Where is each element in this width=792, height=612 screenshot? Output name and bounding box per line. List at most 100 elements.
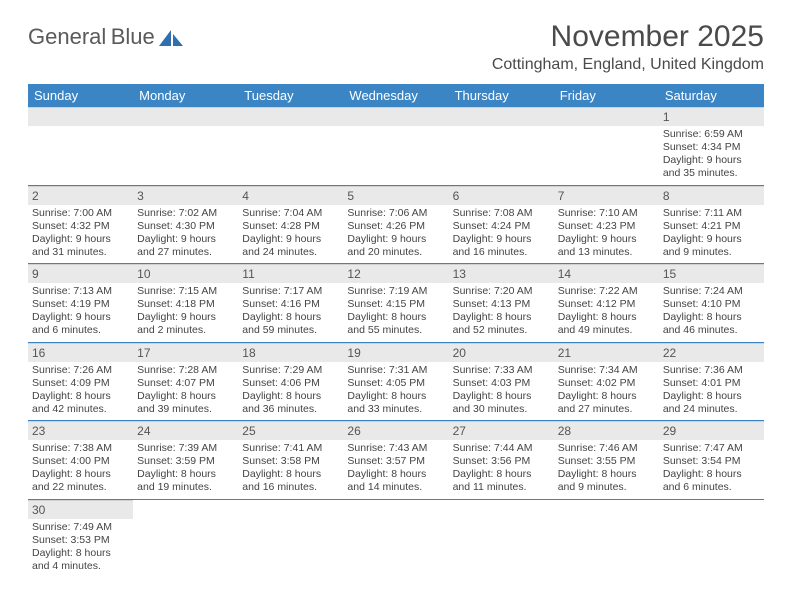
calendar-cell: 17Sunrise: 7:28 AMSunset: 4:07 PMDayligh… xyxy=(133,342,238,421)
sunrise-line: Sunrise: 7:38 AM xyxy=(32,442,129,455)
cell-body: Sunrise: 7:11 AMSunset: 4:21 PMDaylight:… xyxy=(659,205,764,264)
sunset-line: Sunset: 4:26 PM xyxy=(347,220,444,233)
sunrise-line: Sunrise: 7:15 AM xyxy=(137,285,234,298)
cell-body: Sunrise: 7:00 AMSunset: 4:32 PMDaylight:… xyxy=(28,205,133,264)
day-number: 6 xyxy=(449,186,554,205)
daynum-bar xyxy=(343,107,448,126)
calendar-cell: 14Sunrise: 7:22 AMSunset: 4:12 PMDayligh… xyxy=(554,264,659,343)
day-header: Tuesday xyxy=(238,84,343,107)
calendar-cell xyxy=(238,107,343,185)
calendar-cell: 22Sunrise: 7:36 AMSunset: 4:01 PMDayligh… xyxy=(659,342,764,421)
daylight-line: Daylight: 8 hours and 22 minutes. xyxy=(32,468,129,494)
daynum-bar xyxy=(554,107,659,126)
sunset-line: Sunset: 4:02 PM xyxy=(558,377,655,390)
sunset-line: Sunset: 4:30 PM xyxy=(137,220,234,233)
sunset-line: Sunset: 4:24 PM xyxy=(453,220,550,233)
calendar-cell xyxy=(554,107,659,185)
sunrise-line: Sunrise: 7:36 AM xyxy=(663,364,760,377)
cell-body xyxy=(133,126,238,174)
daynum-bar xyxy=(28,107,133,126)
sunrise-line: Sunrise: 7:04 AM xyxy=(242,207,339,220)
cell-body: Sunrise: 7:44 AMSunset: 3:56 PMDaylight:… xyxy=(449,440,554,499)
sunrise-line: Sunrise: 7:17 AM xyxy=(242,285,339,298)
sunrise-line: Sunrise: 7:24 AM xyxy=(663,285,760,298)
sunset-line: Sunset: 4:05 PM xyxy=(347,377,444,390)
cell-body xyxy=(343,126,448,174)
daylight-line: Daylight: 9 hours and 24 minutes. xyxy=(242,233,339,259)
sunset-line: Sunset: 4:19 PM xyxy=(32,298,129,311)
day-header: Thursday xyxy=(449,84,554,107)
cell-body xyxy=(28,126,133,174)
daylight-line: Daylight: 8 hours and 14 minutes. xyxy=(347,468,444,494)
calendar-cell: 4Sunrise: 7:04 AMSunset: 4:28 PMDaylight… xyxy=(238,185,343,264)
daylight-line: Daylight: 8 hours and 46 minutes. xyxy=(663,311,760,337)
calendar-cell: 2Sunrise: 7:00 AMSunset: 4:32 PMDaylight… xyxy=(28,185,133,264)
daylight-line: Daylight: 8 hours and 11 minutes. xyxy=(453,468,550,494)
cell-body: Sunrise: 7:20 AMSunset: 4:13 PMDaylight:… xyxy=(449,283,554,342)
day-number: 12 xyxy=(343,264,448,283)
calendar-cell: 19Sunrise: 7:31 AMSunset: 4:05 PMDayligh… xyxy=(343,342,448,421)
calendar-cell: 12Sunrise: 7:19 AMSunset: 4:15 PMDayligh… xyxy=(343,264,448,343)
cell-body: Sunrise: 7:29 AMSunset: 4:06 PMDaylight:… xyxy=(238,362,343,421)
cell-body: Sunrise: 7:26 AMSunset: 4:09 PMDaylight:… xyxy=(28,362,133,421)
sunset-line: Sunset: 4:18 PM xyxy=(137,298,234,311)
cell-body: Sunrise: 7:39 AMSunset: 3:59 PMDaylight:… xyxy=(133,440,238,499)
sunset-line: Sunset: 4:01 PM xyxy=(663,377,760,390)
daylight-line: Daylight: 8 hours and 9 minutes. xyxy=(558,468,655,494)
calendar-cell: 27Sunrise: 7:44 AMSunset: 3:56 PMDayligh… xyxy=(449,421,554,500)
daylight-line: Daylight: 9 hours and 27 minutes. xyxy=(137,233,234,259)
sunrise-line: Sunrise: 7:44 AM xyxy=(453,442,550,455)
day-number: 28 xyxy=(554,421,659,440)
calendar-cell: 25Sunrise: 7:41 AMSunset: 3:58 PMDayligh… xyxy=(238,421,343,500)
cell-body: Sunrise: 7:47 AMSunset: 3:54 PMDaylight:… xyxy=(659,440,764,499)
month-title: November 2025 xyxy=(492,20,764,54)
sunset-line: Sunset: 3:53 PM xyxy=(32,534,129,547)
calendar-week: 30Sunrise: 7:49 AMSunset: 3:53 PMDayligh… xyxy=(28,499,764,577)
cell-body: Sunrise: 7:46 AMSunset: 3:55 PMDaylight:… xyxy=(554,440,659,499)
daynum-bar xyxy=(238,107,343,126)
daylight-line: Daylight: 9 hours and 31 minutes. xyxy=(32,233,129,259)
sunrise-line: Sunrise: 7:13 AM xyxy=(32,285,129,298)
daylight-line: Daylight: 8 hours and 42 minutes. xyxy=(32,390,129,416)
calendar-cell: 8Sunrise: 7:11 AMSunset: 4:21 PMDaylight… xyxy=(659,185,764,264)
sunrise-line: Sunrise: 7:02 AM xyxy=(137,207,234,220)
day-number: 29 xyxy=(659,421,764,440)
sunrise-line: Sunrise: 7:06 AM xyxy=(347,207,444,220)
daylight-line: Daylight: 9 hours and 9 minutes. xyxy=(663,233,760,259)
daylight-line: Daylight: 8 hours and 36 minutes. xyxy=(242,390,339,416)
sunrise-line: Sunrise: 7:46 AM xyxy=(558,442,655,455)
day-header: Friday xyxy=(554,84,659,107)
calendar-cell xyxy=(133,107,238,185)
sunset-line: Sunset: 3:56 PM xyxy=(453,455,550,468)
sunset-line: Sunset: 3:57 PM xyxy=(347,455,444,468)
daylight-line: Daylight: 9 hours and 6 minutes. xyxy=(32,311,129,337)
calendar-head: SundayMondayTuesdayWednesdayThursdayFrid… xyxy=(28,84,764,107)
calendar-cell xyxy=(343,499,448,577)
sunset-line: Sunset: 4:34 PM xyxy=(663,141,760,154)
cell-body: Sunrise: 7:06 AMSunset: 4:26 PMDaylight:… xyxy=(343,205,448,264)
cell-body: Sunrise: 7:10 AMSunset: 4:23 PMDaylight:… xyxy=(554,205,659,264)
day-number: 9 xyxy=(28,264,133,283)
sunset-line: Sunset: 3:58 PM xyxy=(242,455,339,468)
calendar-cell xyxy=(343,107,448,185)
sunset-line: Sunset: 4:28 PM xyxy=(242,220,339,233)
calendar-cell xyxy=(554,499,659,577)
calendar-cell: 9 Sunrise: 7:13 AMSunset: 4:19 PMDaylight… xyxy=(28,264,133,343)
day-number: 3 xyxy=(133,186,238,205)
day-number: 22 xyxy=(659,343,764,362)
day-number: 5 xyxy=(343,186,448,205)
sunset-line: Sunset: 4:03 PM xyxy=(453,377,550,390)
calendar-cell: 5Sunrise: 7:06 AMSunset: 4:26 PMDaylight… xyxy=(343,185,448,264)
sunset-line: Sunset: 3:59 PM xyxy=(137,455,234,468)
cell-body: Sunrise: 6:59 AMSunset: 4:34 PMDaylight:… xyxy=(659,126,764,185)
daynum-bar xyxy=(133,107,238,126)
sunrise-line: Sunrise: 7:47 AM xyxy=(663,442,760,455)
cell-body: Sunrise: 7:31 AMSunset: 4:05 PMDaylight:… xyxy=(343,362,448,421)
sunrise-line: Sunrise: 7:41 AM xyxy=(242,442,339,455)
day-number: 20 xyxy=(449,343,554,362)
day-header: Saturday xyxy=(659,84,764,107)
cell-body xyxy=(554,126,659,174)
day-number: 1 xyxy=(659,107,764,126)
cell-body: Sunrise: 7:15 AMSunset: 4:18 PMDaylight:… xyxy=(133,283,238,342)
sunrise-line: Sunrise: 7:22 AM xyxy=(558,285,655,298)
